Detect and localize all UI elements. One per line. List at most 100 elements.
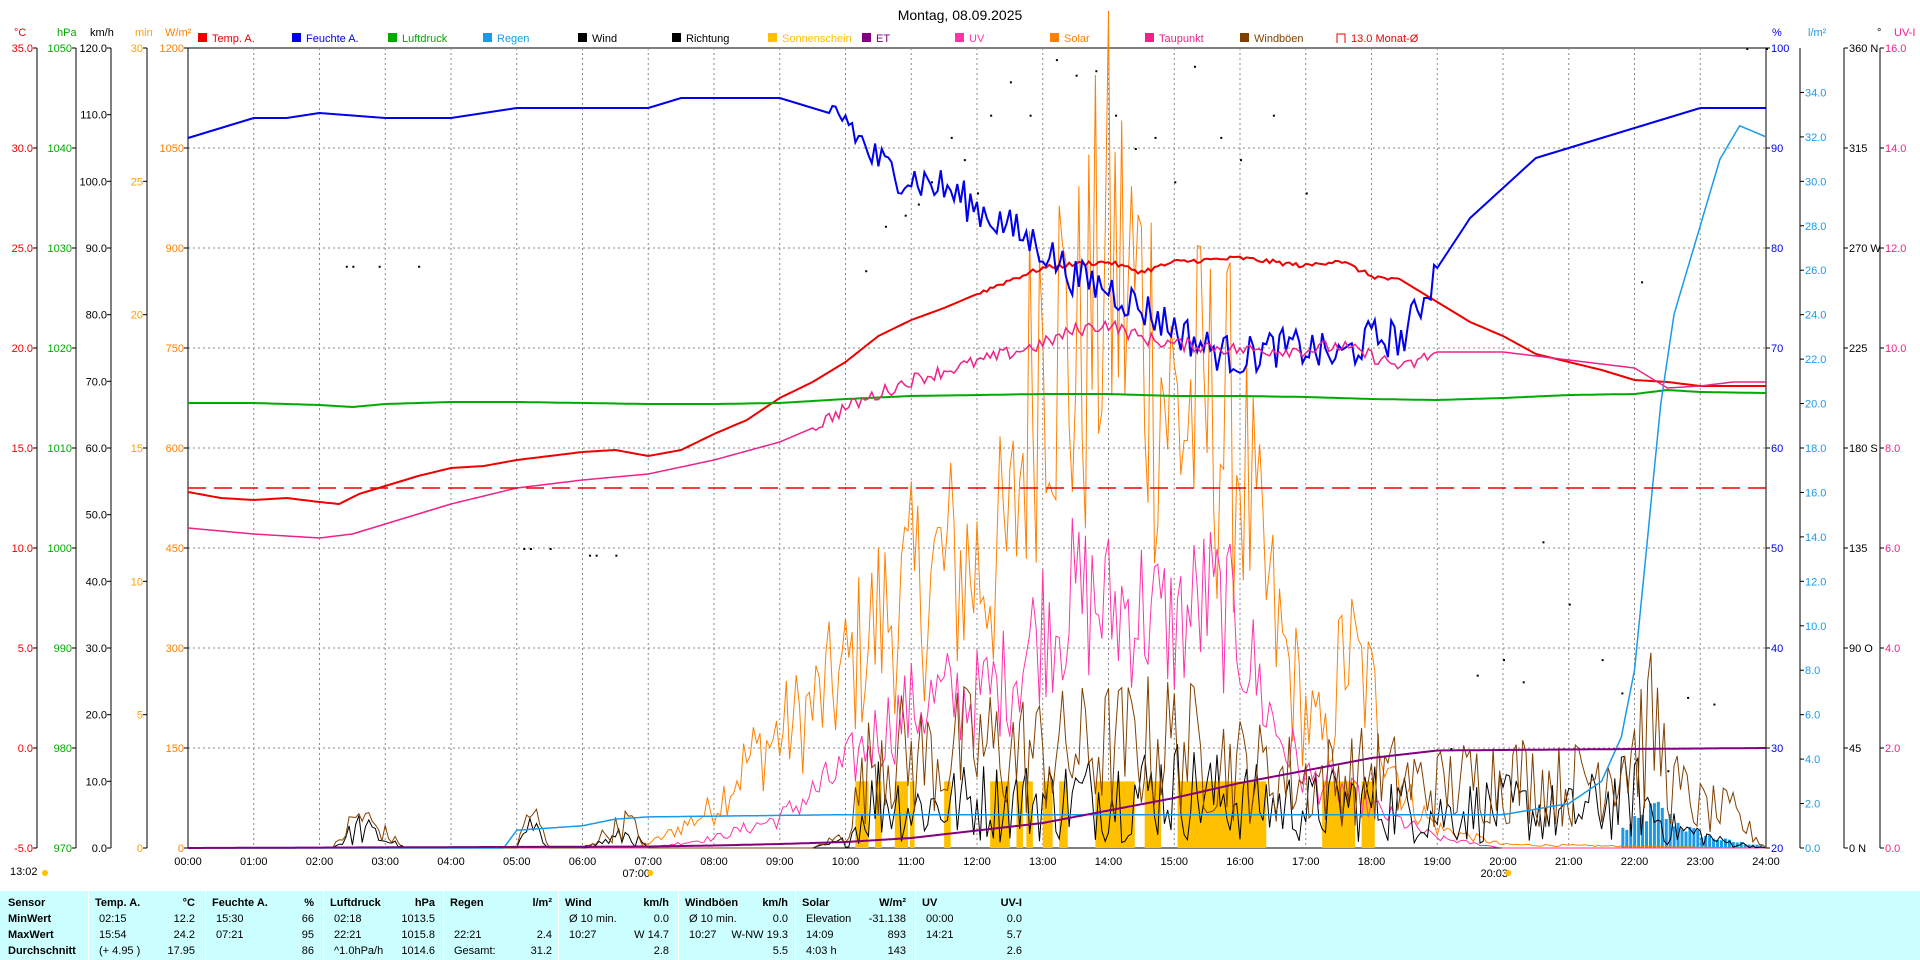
table-cell: UV-I	[1000, 897, 1022, 909]
direction-dot	[615, 554, 618, 557]
rain-bar	[1708, 835, 1712, 848]
axis-tick-label: 120.0	[79, 43, 107, 55]
axis-tick-label: 110.0	[80, 110, 107, 122]
table-cell: W 14.7	[634, 929, 669, 941]
axis-tick-label: 5	[137, 710, 143, 722]
axis-sunshine: 30 25 20 15 10 5 0 min	[131, 27, 153, 855]
legend-swatch	[1050, 33, 1059, 42]
axis-tick-label: 1020	[48, 343, 72, 355]
table-cell: 22:21	[454, 929, 482, 941]
axis-tick-label: 20	[131, 310, 143, 322]
x-tick-label: 18:00	[1358, 856, 1386, 868]
direction-dot	[1220, 136, 1223, 139]
table-cell: Regen	[450, 897, 484, 909]
table-cell: 4:03 h	[806, 945, 837, 957]
axis-tick-label: 8.0	[1805, 665, 1820, 677]
rain-bar	[1645, 821, 1649, 848]
rain-bar	[1648, 803, 1652, 848]
rain-bar	[1739, 841, 1743, 848]
direction-dot	[1522, 681, 1525, 684]
table-separator	[323, 891, 324, 960]
table-cell: 15:54	[99, 929, 127, 941]
legend-swatch	[1336, 33, 1346, 43]
table-cell: Sensor	[8, 897, 46, 909]
axis-tick-label: 25.0	[12, 243, 33, 255]
table-cell: ^1.0hPa/h	[334, 945, 384, 957]
rain-bar	[1664, 819, 1668, 848]
x-tick-label: 23:00	[1686, 856, 1714, 868]
series-tempa	[187, 255, 1766, 506]
table-cell: MinWert	[8, 913, 52, 925]
axis-tick-label: 80.0	[86, 310, 107, 322]
axis-tick-label: 22.0	[1805, 354, 1826, 366]
sunset-label: 20:03	[1481, 868, 1509, 880]
axis-tick-label: 45	[1849, 743, 1861, 755]
rain-bar	[1637, 817, 1641, 848]
axis-tick-label: 0 N	[1849, 843, 1866, 855]
x-tick-label: 06:00	[569, 856, 597, 868]
axis-uv: 16.0 14.0 12.0 10.0 8.0 6.0 4.0 2.0 0.0 UV-I	[1879, 27, 1915, 855]
table-cell: 00:00	[926, 913, 954, 925]
direction-dot	[1305, 192, 1308, 195]
axis-tick-label: 10.0	[86, 776, 107, 788]
axis-pressure: 1050 1040 1030 1020 1010 1000 990 980 970 hPa	[48, 27, 78, 855]
table-cell: 1013.5	[401, 913, 435, 925]
axis-tick-label: 20.0	[86, 710, 107, 722]
table-cell: Gesamt:	[454, 945, 496, 957]
legend-label: Solar	[1064, 33, 1090, 45]
axis-tick-label: 10.0	[1805, 621, 1826, 633]
axis-unit-label: min	[135, 27, 153, 39]
x-tick-label: 11:00	[898, 856, 925, 868]
x-tick-label: 08:00	[700, 856, 728, 868]
direction-dot	[1601, 659, 1604, 662]
direction-dot	[1746, 48, 1749, 50]
axis-unit-label: °C	[14, 27, 26, 39]
rain-bar	[1712, 838, 1716, 848]
axis-tick-label: 6.0	[1885, 543, 1900, 555]
axis-tick-label: 30.0	[1805, 176, 1826, 188]
x-tick-label: 03:00	[371, 856, 399, 868]
legend-swatch	[768, 33, 777, 42]
axis-tick-label: 0	[137, 843, 143, 855]
chart-title: Montag, 08.09.2025	[898, 7, 1023, 23]
direction-dot	[1542, 541, 1545, 544]
table-cell: 143	[887, 945, 906, 957]
direction-dot	[930, 181, 933, 184]
axis-tick-label: 90.0	[86, 243, 107, 255]
table-cell: W/m²	[879, 897, 906, 909]
direction-dot	[589, 554, 592, 557]
legend-label: Temp. A.	[212, 33, 255, 45]
axis-tick-label: 16.0	[1885, 43, 1906, 55]
axis-wind: 120.0 110.0 100.0 90.0 80.0 70.0 60.0 50.0 40.0 3…	[79, 27, 113, 855]
rain-bar	[1696, 830, 1700, 848]
table-cell: 22:21	[334, 929, 362, 941]
axis-tick-label: 970	[54, 843, 72, 855]
direction-dot	[1272, 114, 1275, 117]
axis-tick-label: 4.0	[1885, 643, 1900, 655]
direction-dot	[1193, 65, 1196, 68]
axis-unit-label: W/m²	[165, 27, 192, 39]
table-cell: 0.0	[772, 913, 788, 925]
table-cell: 02:15	[99, 913, 127, 925]
axis-tick-label: 40	[1771, 643, 1783, 655]
axis-tick-label: 28.0	[1805, 221, 1826, 233]
rain-bar	[1731, 842, 1735, 848]
sunrise-label: 07:00	[622, 868, 650, 880]
axis-tick-label: 18.0	[1805, 443, 1826, 455]
table-cell: 14:09	[806, 929, 834, 941]
axis-solar: 1200 1050 900 750 600 450 300 150 0 W/m²	[160, 27, 192, 855]
direction-dot	[865, 270, 868, 273]
gridlines	[188, 48, 1766, 848]
legend: Temp. A. Feuchte A. Luftdruck Regen Wind Rich…	[198, 33, 1419, 45]
axis-tick-label: 0.0	[1885, 843, 1900, 855]
table-separator	[678, 891, 679, 960]
table-cell: 95	[301, 929, 314, 941]
x-tick-label: 07:00	[634, 856, 662, 868]
direction-dot	[1503, 659, 1505, 662]
axis-tick-label: 1030	[48, 243, 72, 255]
table-cell: km/h	[762, 897, 788, 909]
legend-swatch	[578, 33, 587, 42]
legend-swatch	[198, 33, 207, 42]
axis-humidity: 100 90 80 70 60 50 40 30 20%	[1765, 27, 1789, 855]
axis-tick-label: 0.0	[18, 743, 33, 755]
